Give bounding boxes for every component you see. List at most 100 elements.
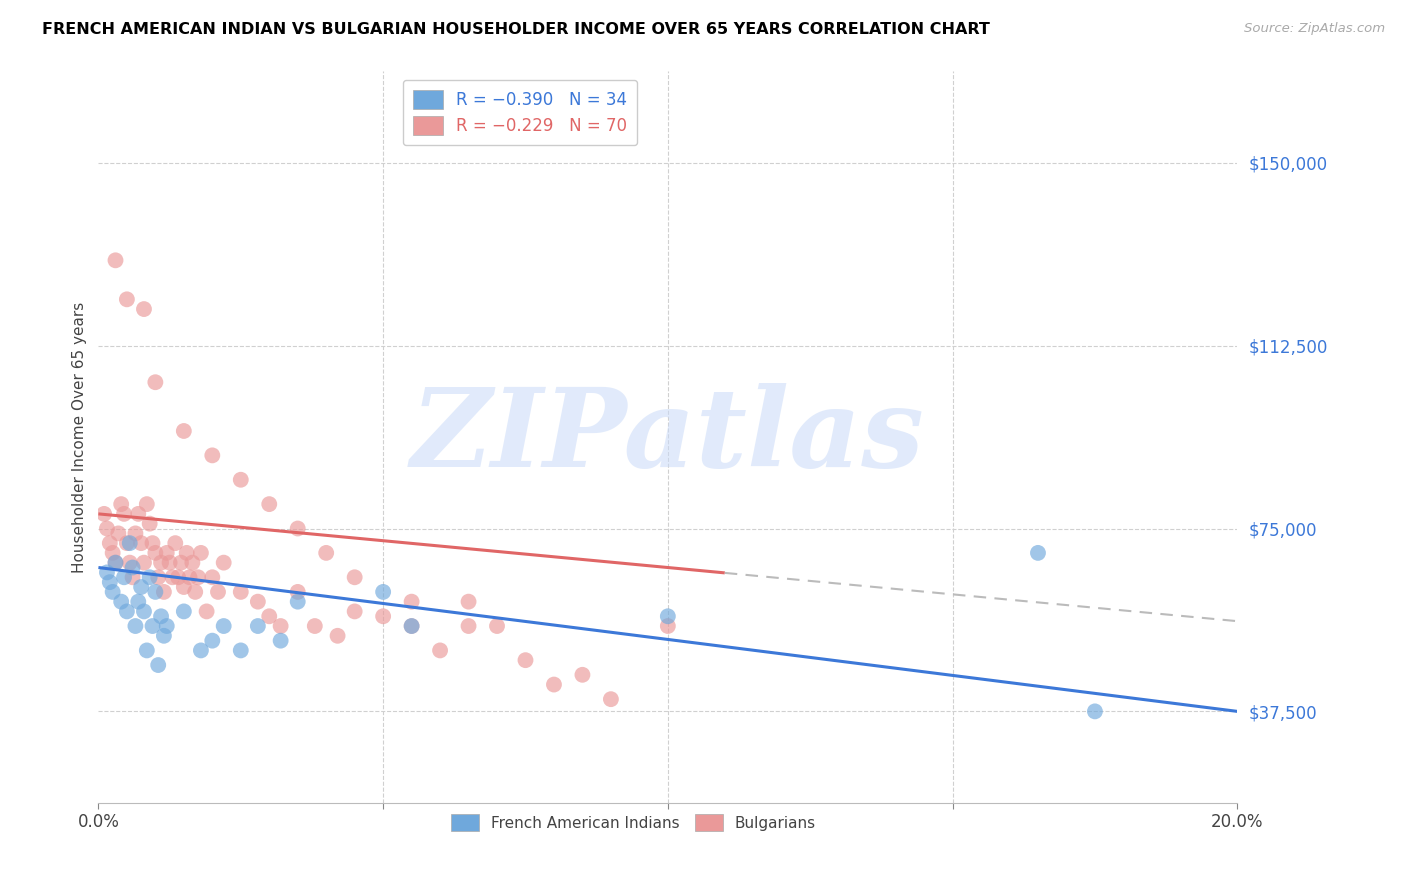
Point: [96, 521, 118, 535]
Point: [457, 594, 479, 608]
Point: [96, 566, 118, 580]
Point: [270, 619, 292, 633]
Point: [138, 516, 160, 531]
Point: [371, 585, 394, 599]
Point: [141, 536, 163, 550]
Point: [181, 556, 204, 570]
Point: [229, 643, 252, 657]
Point: [135, 497, 157, 511]
Point: [104, 253, 127, 268]
Point: [173, 580, 195, 594]
Point: [104, 556, 127, 570]
Point: [145, 585, 167, 599]
Point: [176, 546, 198, 560]
Point: [371, 609, 394, 624]
Point: [104, 556, 127, 570]
Point: [287, 585, 309, 599]
Point: [1084, 705, 1107, 719]
Point: [401, 619, 423, 633]
Point: [170, 556, 193, 570]
Text: ZIPatlas: ZIPatlas: [411, 384, 925, 491]
Text: Source: ZipAtlas.com: Source: ZipAtlas.com: [1244, 22, 1385, 36]
Point: [118, 556, 141, 570]
Point: [343, 604, 366, 618]
Point: [112, 570, 135, 584]
Point: [187, 570, 209, 584]
Point: [190, 643, 212, 657]
Point: [543, 677, 565, 691]
Point: [132, 604, 155, 618]
Point: [246, 594, 269, 608]
Legend: French American Indians, Bulgarians: French American Indians, Bulgarians: [444, 806, 824, 839]
Point: [179, 570, 201, 584]
Point: [343, 570, 366, 584]
Point: [401, 619, 423, 633]
Point: [118, 536, 141, 550]
Point: [657, 609, 679, 624]
Point: [145, 546, 167, 560]
Point: [135, 643, 157, 657]
Point: [132, 556, 155, 570]
Point: [401, 594, 423, 608]
Y-axis label: Householder Income Over 65 years: Householder Income Over 65 years: [72, 301, 87, 573]
Point: [127, 507, 149, 521]
Point: [201, 570, 224, 584]
Point: [162, 570, 184, 584]
Point: [98, 536, 121, 550]
Point: [115, 293, 138, 307]
Point: [246, 619, 269, 633]
Point: [287, 594, 309, 608]
Point: [159, 556, 181, 570]
Point: [173, 424, 195, 438]
Point: [657, 619, 679, 633]
Point: [486, 619, 509, 633]
Point: [132, 301, 155, 317]
Point: [201, 448, 224, 462]
Point: [212, 556, 235, 570]
Point: [173, 604, 195, 618]
Point: [429, 643, 451, 657]
Point: [212, 619, 235, 633]
Point: [121, 560, 143, 574]
Point: [150, 609, 173, 624]
Point: [138, 570, 160, 584]
Point: [156, 619, 179, 633]
Point: [141, 619, 163, 633]
Point: [148, 658, 170, 673]
Point: [115, 604, 138, 618]
Point: [515, 653, 537, 667]
Point: [124, 619, 146, 633]
Point: [315, 546, 337, 560]
Point: [270, 633, 292, 648]
Point: [259, 609, 281, 624]
Point: [165, 536, 187, 550]
Point: [167, 570, 190, 584]
Point: [93, 507, 115, 521]
Point: [121, 570, 143, 584]
Point: [107, 526, 129, 541]
Point: [98, 575, 121, 590]
Point: [190, 546, 212, 560]
Point: [101, 585, 124, 599]
Point: [287, 521, 309, 535]
Point: [148, 570, 170, 584]
Point: [129, 536, 152, 550]
Point: [129, 580, 152, 594]
Point: [112, 507, 135, 521]
Point: [201, 633, 224, 648]
Point: [571, 667, 593, 681]
Point: [145, 375, 167, 389]
Point: [326, 629, 349, 643]
Point: [1026, 546, 1049, 560]
Point: [153, 629, 176, 643]
Text: FRENCH AMERICAN INDIAN VS BULGARIAN HOUSEHOLDER INCOME OVER 65 YEARS CORRELATION: FRENCH AMERICAN INDIAN VS BULGARIAN HOUS…: [42, 22, 990, 37]
Point: [101, 546, 124, 560]
Point: [207, 585, 229, 599]
Point: [150, 556, 173, 570]
Point: [156, 546, 179, 560]
Point: [229, 585, 252, 599]
Point: [127, 594, 149, 608]
Point: [115, 536, 138, 550]
Point: [110, 594, 132, 608]
Point: [184, 585, 207, 599]
